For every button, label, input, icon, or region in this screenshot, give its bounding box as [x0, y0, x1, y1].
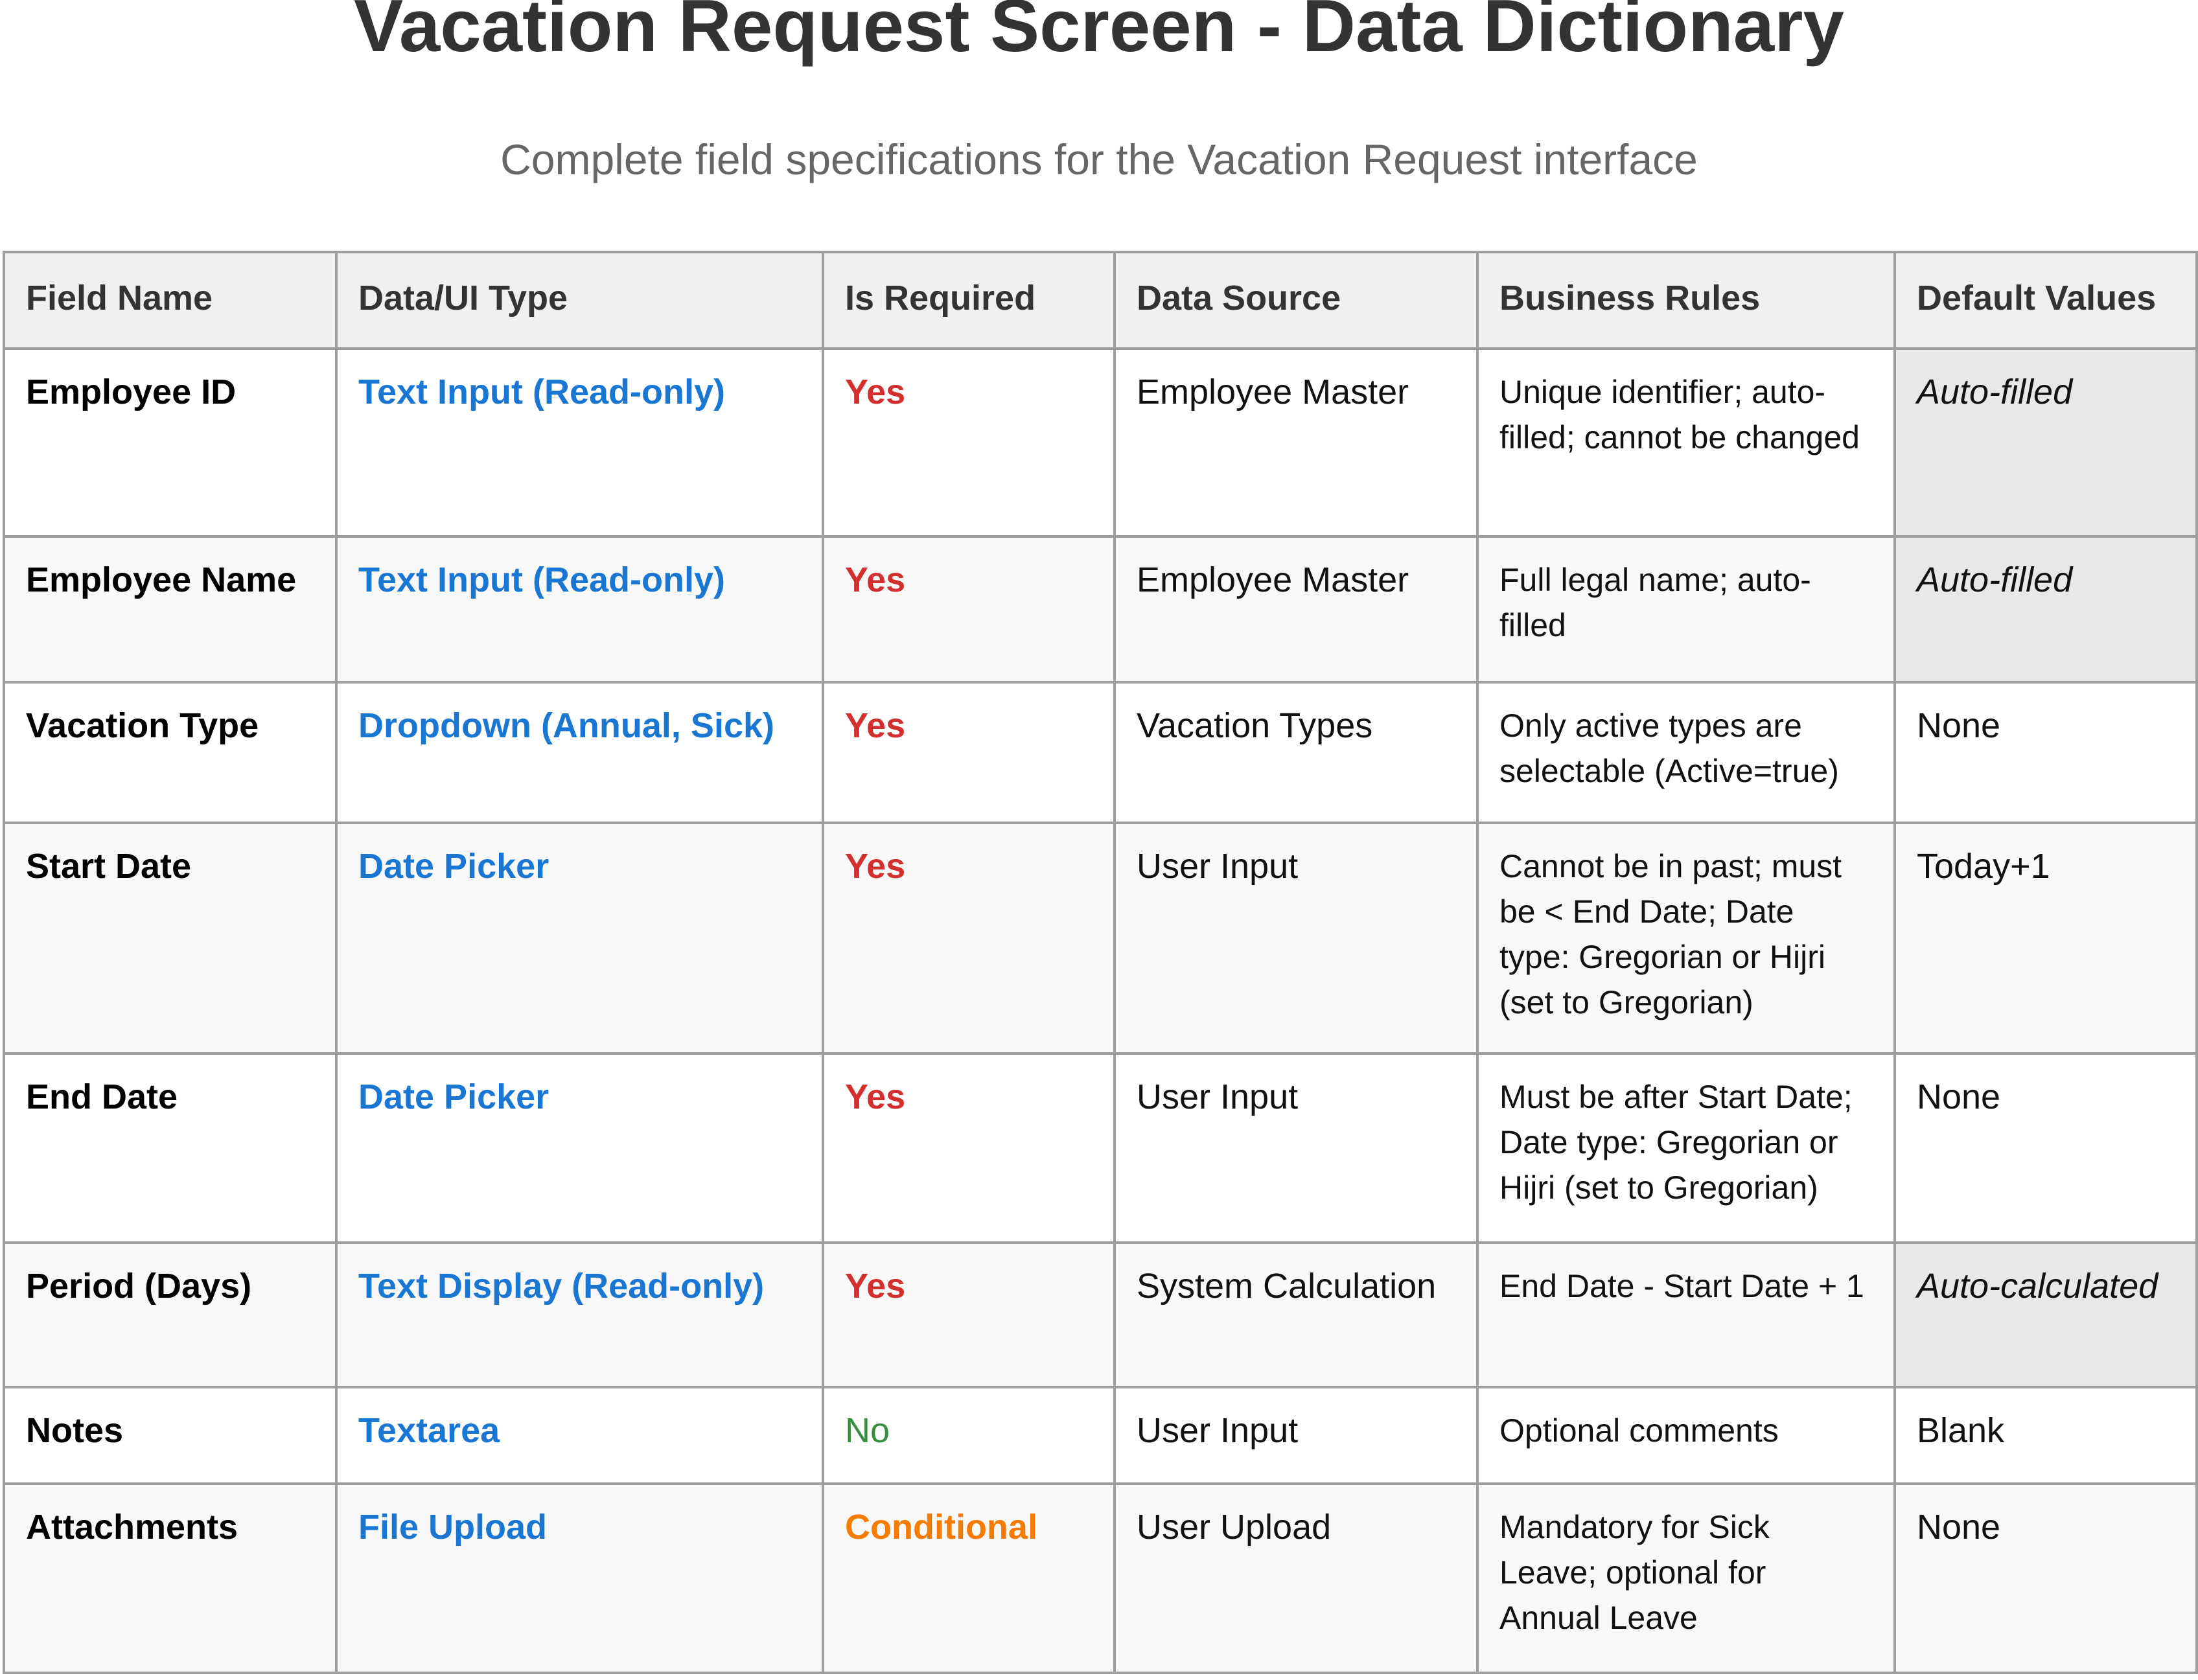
- cell-is-required: Yes: [822, 1052, 1116, 1244]
- header-default-values: Default Values: [1893, 251, 2198, 350]
- cell-data-source: User Input: [1113, 1052, 1479, 1244]
- table-row: Start Date Date Picker Yes User Input Cannot…: [3, 822, 2198, 1055]
- cell-field-name: Employee Name: [3, 535, 338, 684]
- page-title: Vacation Request Screen - Data Dictionar…: [354, 0, 1844, 67]
- cell-is-required: Conditional: [822, 1482, 1116, 1674]
- cell-business-rules: Cannot be in past; must be < End Date; D…: [1476, 822, 1896, 1055]
- cell-data-source: Vacation Types: [1113, 681, 1479, 824]
- data-dictionary-table: Field Name Data/UI Type Is Required Data…: [3, 251, 2198, 1674]
- table-row: End Date Date Picker Yes User Input Must be …: [3, 1052, 2198, 1244]
- cell-is-required: Yes: [822, 822, 1116, 1055]
- cell-data-source: User Input: [1113, 1386, 1479, 1485]
- cell-data-source: User Input: [1113, 822, 1479, 1055]
- table-row: Attachments File Upload Conditional User Up…: [3, 1482, 2198, 1674]
- cell-data-source: User Upload: [1113, 1482, 1479, 1674]
- cell-business-rules: End Date - Start Date + 1: [1476, 1241, 1896, 1388]
- cell-default-value: Blank: [1893, 1386, 2198, 1485]
- cell-data-ui-type: Dropdown (Annual, Sick): [335, 681, 824, 824]
- cell-data-ui-type: Date Picker: [335, 822, 824, 1055]
- table-row: Vacation Type Dropdown (Annual, Sick) Yes V…: [3, 681, 2198, 824]
- cell-business-rules: Optional comments: [1476, 1386, 1896, 1485]
- header-is-required: Is Required: [822, 251, 1116, 350]
- cell-default-value: None: [1893, 1482, 2198, 1674]
- cell-business-rules: Only active types are selectable (Active…: [1476, 681, 1896, 824]
- cell-field-name: Notes: [3, 1386, 338, 1485]
- cell-default-value: Auto-calculated: [1893, 1241, 2198, 1388]
- table-row: Employee ID Text Input (Read-only) Yes Empl…: [3, 347, 2198, 538]
- cell-default-value: Today+1: [1893, 822, 2198, 1055]
- header-business-rules: Business Rules: [1476, 251, 1896, 350]
- cell-data-ui-type: Date Picker: [335, 1052, 824, 1244]
- table-row: Period (Days) Text Display (Read-only) Yes…: [3, 1241, 2198, 1388]
- cell-business-rules: Full legal name; auto-filled: [1476, 535, 1896, 684]
- cell-data-ui-type: File Upload: [335, 1482, 824, 1674]
- header-data-ui-type: Data/UI Type: [335, 251, 824, 350]
- cell-data-ui-type: Textarea: [335, 1386, 824, 1485]
- cell-is-required: Yes: [822, 1241, 1116, 1388]
- cell-field-name: Attachments: [3, 1482, 338, 1674]
- cell-default-value: None: [1893, 1052, 2198, 1244]
- cell-is-required: Yes: [822, 681, 1116, 824]
- cell-data-ui-type: Text Input (Read-only): [335, 347, 824, 538]
- cell-is-required: Yes: [822, 535, 1116, 684]
- cell-data-source: System Calculation: [1113, 1241, 1479, 1388]
- table-row: Employee Name Text Input (Read-only) Yes Em…: [3, 535, 2198, 684]
- cell-data-ui-type: Text Input (Read-only): [335, 535, 824, 684]
- cell-is-required: Yes: [822, 347, 1116, 538]
- header-data-source: Data Source: [1113, 251, 1479, 350]
- page-subtitle: Complete field specifications for the Va…: [500, 135, 1698, 183]
- cell-data-source: Employee Master: [1113, 535, 1479, 684]
- cell-is-required: No: [822, 1386, 1116, 1485]
- header-field-name: Field Name: [3, 251, 338, 350]
- cell-business-rules: Unique identifier; auto-filled; cannot b…: [1476, 347, 1896, 538]
- cell-field-name: Start Date: [3, 822, 338, 1055]
- cell-field-name: End Date: [3, 1052, 338, 1244]
- cell-business-rules: Must be after Start Date; Date type: Gre…: [1476, 1052, 1896, 1244]
- cell-field-name: Vacation Type: [3, 681, 338, 824]
- table-row: Notes Textarea No User Input Optional commen…: [3, 1386, 2198, 1485]
- cell-data-source: Employee Master: [1113, 347, 1479, 538]
- cell-default-value: None: [1893, 681, 2198, 824]
- cell-data-ui-type: Text Display (Read-only): [335, 1241, 824, 1388]
- cell-field-name: Period (Days): [3, 1241, 338, 1388]
- cell-business-rules: Mandatory for Sick Leave; optional for A…: [1476, 1482, 1896, 1674]
- header-row: Field Name Data/UI Type Is Required Data…: [3, 251, 2198, 350]
- cell-default-value: Auto-filled: [1893, 347, 2198, 538]
- cell-default-value: Auto-filled: [1893, 535, 2198, 684]
- cell-field-name: Employee ID: [3, 347, 338, 538]
